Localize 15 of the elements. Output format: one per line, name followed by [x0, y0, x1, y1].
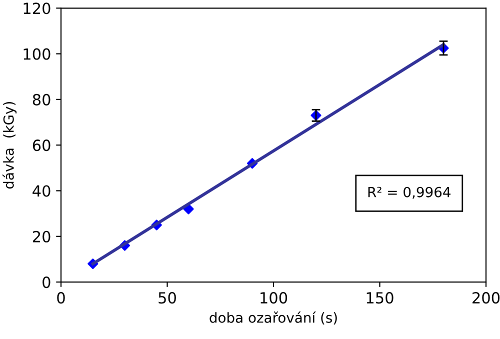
- y-tick-label: 0: [42, 276, 50, 288]
- x-tick-label: 150: [366, 292, 394, 304]
- y-tick-label: 100: [24, 48, 50, 60]
- y-tick-label: 60: [32, 140, 50, 152]
- x-tick-label: 100: [260, 292, 288, 304]
- y-tick-label: 20: [32, 230, 50, 242]
- y-tick-label: 40: [32, 185, 50, 197]
- x-tick-label: 50: [158, 292, 176, 304]
- annotation: R² = 0,9964: [368, 186, 451, 199]
- x-tick-label: 200: [472, 292, 500, 304]
- y-axis-title: dávka (kGy): [2, 102, 17, 189]
- y-tick-label: 80: [32, 94, 50, 106]
- x-tick-label: 0: [57, 292, 65, 304]
- y-tick-label: 120: [24, 2, 50, 14]
- x-axis-title: doba ozařování (s): [210, 312, 337, 324]
